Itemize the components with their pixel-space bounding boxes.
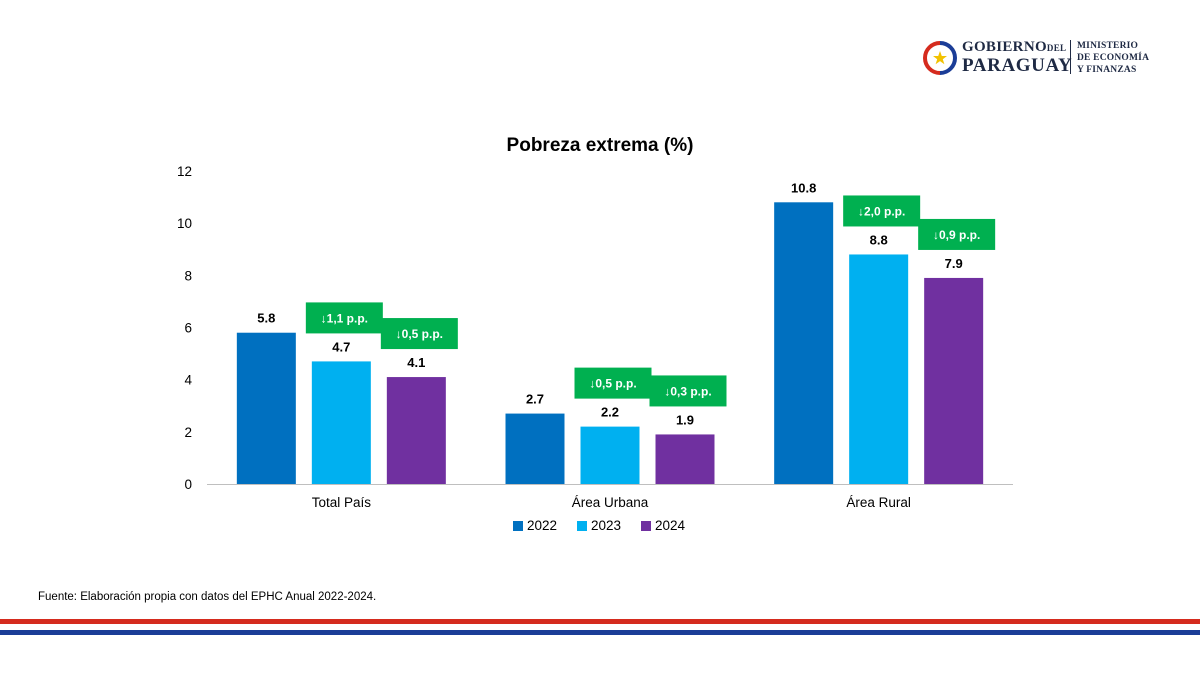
legend-swatch-2022 [513,521,523,531]
data-label-area-rural-2022: 10.8 [791,180,816,195]
data-label-total-pais-2023: 4.7 [332,339,350,354]
flag-stripe-blue [0,630,1200,635]
data-label-total-pais-2024: 4.1 [407,355,425,370]
legend-label-2023: 2023 [591,518,621,533]
change-badge-text: ↓2,0 p.p. [858,204,905,218]
y-tick-label: 8 [184,268,192,283]
logo-ministry-line-1: MINISTERIO [1077,41,1139,51]
change-badge [380,318,458,350]
y-tick-label: 4 [184,373,192,388]
legend-label-2022: 2022 [527,518,557,533]
x-tick-label: Total País [312,495,372,510]
bar-total-pais-2024 [386,377,446,484]
data-label-area-rural-2023: 8.8 [870,232,888,247]
flag-stripe-red [0,619,1200,624]
bar-total-pais-2022 [236,332,296,484]
logo-gobierno-text: GOBIERNODEL [962,39,1067,55]
chart-title: Pobreza extrema (%) [507,135,694,156]
logo-paraguay-text: PARAGUAY [962,55,1073,76]
paraguay-seal-icon [923,41,957,75]
data-label-area-urbana-2023: 2.2 [601,405,619,420]
bar-area-urbana-2024 [655,434,715,484]
legend-swatch-2023 [577,521,587,531]
y-tick-label: 0 [184,477,192,492]
change-badge-text: ↓1,1 p.p. [321,311,368,325]
government-logo: GOBIERNODEL PARAGUAY MINISTERIO DE ECONO… [922,38,1162,78]
bar-area-urbana-2022 [505,413,565,484]
y-tick-label: 2 [184,425,192,440]
x-tick-label: Área Urbana [572,495,649,510]
extreme-poverty-bar-chart: Pobreza extrema (%) 0 2 4 6 8 10 12 5.8 4.7 4.1 Tot… [177,135,1013,533]
data-label-area-rural-2024: 7.9 [945,256,963,271]
source-note: Fuente: Elaboración propia con datos del… [38,591,377,603]
logo-ministry-line-3: Y FINANZAS [1077,65,1137,75]
change-badge-text: ↓0,3 p.p. [664,384,711,398]
logo-del-text: DEL [1046,43,1067,53]
change-badge [574,367,652,399]
data-label-total-pais-2022: 5.8 [257,311,275,326]
logo-ministry-line-2: DE ECONOMÍA [1077,53,1150,63]
data-label-area-urbana-2022: 2.7 [526,392,544,407]
x-tick-label: Área Rural [846,495,911,510]
change-badge [843,195,921,227]
change-badge [305,302,383,334]
change-badge-text: ↓0,5 p.p. [589,377,636,391]
change-badge-text: ↓0,9 p.p. [933,228,980,242]
change-badge [918,218,996,250]
y-tick-label: 10 [177,216,192,231]
change-badge-text: ↓0,5 p.p. [396,327,443,341]
legend-label-2024: 2024 [655,518,686,533]
bar-area-rural-2023 [849,254,909,484]
bar-area-rural-2024 [924,277,984,484]
y-tick-label: 12 [177,164,192,179]
bar-area-urbana-2023 [580,426,640,484]
bar-area-rural-2022 [774,202,834,485]
y-tick-label: 6 [184,321,192,336]
legend-swatch-2024 [641,521,651,531]
bar-total-pais-2023 [311,361,371,484]
data-label-area-urbana-2024: 1.9 [676,412,694,427]
change-badge [649,375,727,407]
logo-divider [1070,40,1071,74]
